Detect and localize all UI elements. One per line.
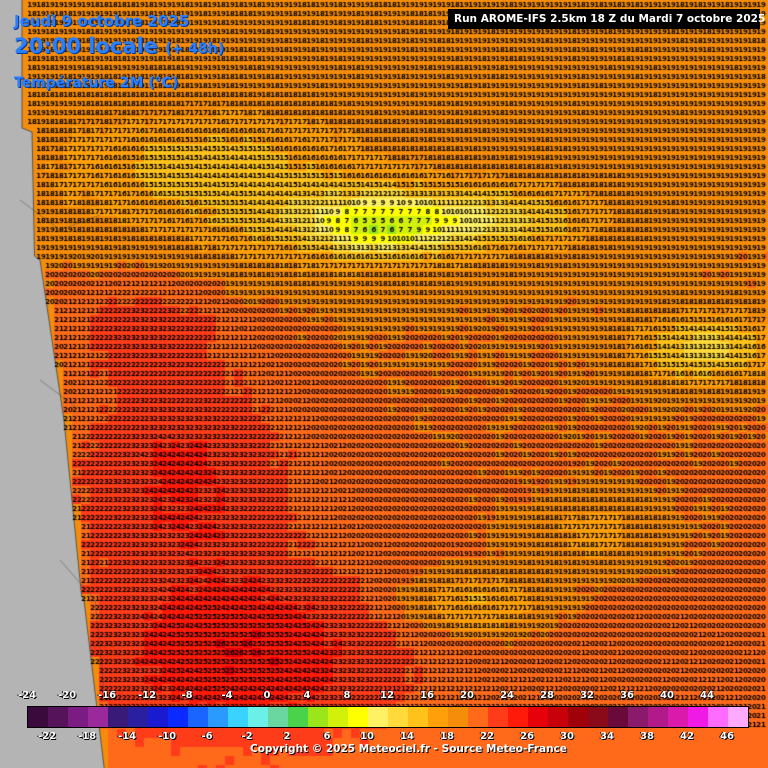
legend-tick-label: 34 [600,731,614,742]
legend-tick-label: 30 [560,731,574,742]
forecast-lead: (+ 48h) [165,41,225,57]
legend-color-cell [708,707,728,727]
legend-color-cell [288,707,308,727]
legend-tick-label: -24 [17,690,37,701]
legend-tick-label: 4 [303,690,311,701]
legend-tick-label: 40 [660,690,674,701]
legend-color-cell [308,707,328,727]
legend-color-cell [228,707,248,727]
legend-tick-label: 10 [360,731,374,742]
legend-tick-label: 14 [400,731,414,742]
parameter-label: Température 2M (°C) [14,75,179,91]
legend-color-cell [408,707,428,727]
legend-color-cell [428,707,448,727]
legend-tick-label: 24 [500,690,514,701]
legend-color-cell [468,707,488,727]
legend-color-cell [348,707,368,727]
legend-color-cell [668,707,688,727]
legend-color-cell [528,707,548,727]
legend-tick-label: -16 [97,690,117,701]
legend-color-cell [168,707,188,727]
legend-tick-label: 2 [283,731,291,742]
legend-color-cell [628,707,648,727]
legend-tick-label: -10 [157,731,177,742]
legend-tick-label: 42 [680,731,694,742]
legend-color-cell [728,707,748,727]
legend-color-cell [188,707,208,727]
legend-color-cell [88,707,108,727]
legend-tick-label: -12 [137,690,157,701]
legend-color-cell [248,707,268,727]
legend-tick-label: 16 [420,690,434,701]
legend-tick-label: 36 [620,690,634,701]
legend-color-cell [448,707,468,727]
legend-tick-label: 18 [440,731,454,742]
color-legend-bar [27,706,749,728]
legend-tick-label: -6 [201,731,213,742]
legend-color-cell [548,707,568,727]
legend-color-cell [368,707,388,727]
forecast-time: 20:00 locale (+ 48h) [14,34,224,58]
legend-color-cell [608,707,628,727]
legend-tick-label: -2 [241,731,253,742]
legend-tick-label: 20 [460,690,474,701]
legend-color-cell [568,707,588,727]
legend-tick-label: -4 [221,690,233,701]
legend-color-cell [328,707,348,727]
legend-color-cell [108,707,128,727]
copyright-text: Copyright © 2025 Meteociel.fr - Source M… [250,743,567,755]
legend-bottom-labels: -22 -18 -14 -10 -6 -2 2 6 10 14 18 22 26 30 34 38 42 46 [0,731,768,745]
legend-tick-label: -8 [181,690,193,701]
legend-tick-label: 6 [323,731,331,742]
legend-tick-label: -18 [77,731,97,742]
legend-tick-label: 26 [520,731,534,742]
legend-tick-label: 32 [580,690,594,701]
legend-tick-label: 22 [480,731,494,742]
legend-top-labels: -24 -20 -16 -12 -8 -4 0 4 8 12 16 20 24 28 32 36 40 44 [0,690,768,704]
legend-color-cell [648,707,668,727]
legend-color-cell [588,707,608,727]
legend-color-cell [688,707,708,727]
legend-color-cell [488,707,508,727]
legend-tick-label: -22 [37,731,57,742]
legend-color-cell [208,707,228,727]
legend-color-cell [388,707,408,727]
legend-tick-label: 44 [700,690,714,701]
legend-color-cell [28,707,48,727]
legend-tick-label: 12 [380,690,394,701]
legend-tick-label: 8 [343,690,351,701]
legend-color-cell [68,707,88,727]
legend-color-cell [268,707,288,727]
legend-tick-label: 0 [263,690,271,701]
legend-color-cell [48,707,68,727]
legend-color-cell [508,707,528,727]
legend-color-cell [148,707,168,727]
legend-tick-label: -20 [57,690,77,701]
legend-color-cell [128,707,148,727]
legend-tick-label: 46 [720,731,734,742]
legend-tick-label: 38 [640,731,654,742]
forecast-time-label: 20:00 locale [14,34,158,58]
legend-tick-label: -14 [117,731,137,742]
forecast-date: Jeudi 9 octobre 2025 [14,12,190,30]
legend-tick-label: 28 [540,690,554,701]
run-info: Run AROME-IFS 2.5km 18 Z du Mardi 7 octo… [448,9,765,29]
